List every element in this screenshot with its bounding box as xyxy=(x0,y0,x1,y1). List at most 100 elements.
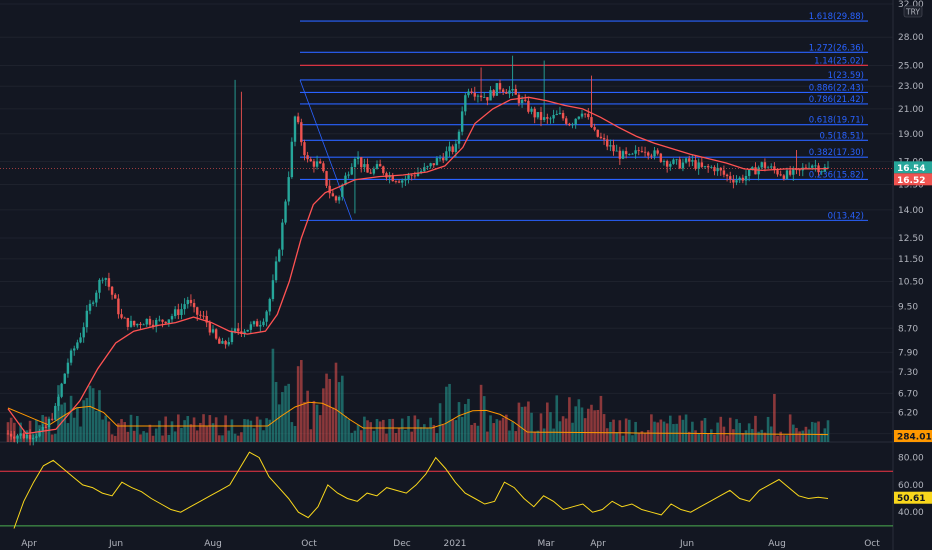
volume-bar xyxy=(568,397,571,442)
candle-body xyxy=(13,436,16,439)
volume-bar xyxy=(142,431,145,442)
volume-bar xyxy=(508,430,511,442)
price-tick-label: 21.00 xyxy=(898,105,924,115)
candle-body xyxy=(268,299,271,312)
fib-level-label: 0(13.42) xyxy=(828,211,864,221)
volume-bar xyxy=(694,430,697,442)
candle-body xyxy=(643,151,647,153)
ma-value-badge-text: 16.52 xyxy=(897,176,925,186)
candle-body xyxy=(555,113,558,115)
currency-badge[interactable]: TRY xyxy=(903,5,923,18)
volume-bar xyxy=(564,418,568,442)
volume-bar xyxy=(549,412,552,442)
candle-body xyxy=(306,155,309,160)
volume-bar xyxy=(334,362,338,442)
volume-bar xyxy=(650,414,653,442)
fib-level-label: 1.272(26.36) xyxy=(809,43,864,53)
volume-bar xyxy=(482,396,486,442)
candle-body xyxy=(32,437,35,440)
time-tick-label: Aug xyxy=(768,539,786,549)
candle-body xyxy=(85,310,89,328)
candle-body xyxy=(473,92,476,97)
fib-level-label: 0.786(21.42) xyxy=(809,95,864,105)
candle-body xyxy=(341,184,344,197)
candle-body xyxy=(457,131,461,144)
volume-bar xyxy=(404,430,407,442)
candle-body xyxy=(243,331,246,334)
candle-body xyxy=(145,318,148,325)
candle-body xyxy=(315,161,319,167)
candle-body xyxy=(192,303,196,308)
candle-body xyxy=(807,167,811,169)
volume-value-badge-text: 284.01K xyxy=(897,433,932,443)
volume-bar xyxy=(382,419,385,442)
volume-bar xyxy=(624,418,628,442)
volume-bar xyxy=(407,416,410,442)
fibonacci-retracement[interactable]: 1.618(29.88) 1.272(26.36) 1.14(25.02) 1(23.… xyxy=(299,12,868,221)
candle-body xyxy=(129,320,133,327)
volume-bar xyxy=(186,416,190,442)
candle-body xyxy=(486,97,489,101)
volume-bar xyxy=(416,419,420,442)
volume-bar xyxy=(410,431,413,442)
volume-bar xyxy=(725,435,729,442)
candle-body xyxy=(426,166,429,168)
volume-bar xyxy=(505,414,508,442)
candle-body xyxy=(44,426,48,428)
volume-bar xyxy=(132,430,136,442)
candle-body xyxy=(438,157,442,159)
volume-bar xyxy=(240,432,243,442)
candle-body xyxy=(331,193,335,197)
candle-body xyxy=(132,320,136,326)
candle-body xyxy=(88,303,92,311)
price-tick-label: 11.50 xyxy=(898,255,924,265)
volume-bar xyxy=(776,435,779,442)
rsi-line xyxy=(13,451,829,529)
volume-bar xyxy=(738,422,741,442)
volume-bar xyxy=(747,423,751,442)
candle-body xyxy=(173,309,177,317)
candle-body xyxy=(155,319,158,327)
volume-bar xyxy=(101,419,104,442)
volume-bar xyxy=(826,420,830,442)
volume-bar xyxy=(810,421,814,442)
candle-body xyxy=(54,405,57,420)
volume-bar xyxy=(214,417,218,442)
candle-body xyxy=(492,90,495,96)
candle-body xyxy=(681,162,685,169)
candle-body xyxy=(237,328,240,332)
candle-body xyxy=(735,180,738,183)
candle-body xyxy=(596,129,599,137)
volume-bar xyxy=(328,378,331,442)
time-tick-label: Jun xyxy=(108,539,123,549)
candle-body xyxy=(524,99,527,101)
volume-bar xyxy=(656,422,659,442)
candle-body xyxy=(429,163,432,167)
candle-body xyxy=(325,171,328,186)
volume-bar xyxy=(378,421,382,442)
ma-line xyxy=(7,96,829,435)
volume-bar xyxy=(662,421,666,442)
volume-bar xyxy=(464,404,467,442)
candle-body xyxy=(366,164,369,173)
time-tick-label: Mar xyxy=(538,539,555,549)
rsi-tick-label: 40.00 xyxy=(898,508,924,518)
candle-body xyxy=(684,158,688,163)
candle-body xyxy=(795,169,798,171)
candle-body xyxy=(445,151,448,161)
volume-bar xyxy=(751,428,754,442)
volume-bar xyxy=(454,420,458,442)
candle-body xyxy=(378,164,382,167)
volume-bar xyxy=(413,415,417,442)
volume-bar xyxy=(265,418,268,442)
volume-bar xyxy=(385,433,388,442)
volume-bar xyxy=(552,428,555,442)
candle-body xyxy=(66,362,70,374)
time-tick-label: Aug xyxy=(204,539,222,549)
candle-body xyxy=(312,161,316,167)
volume-bar xyxy=(98,390,101,442)
volume-bar xyxy=(539,413,543,442)
price-tick-label: 6.70 xyxy=(898,389,918,399)
volume-bar xyxy=(117,423,120,442)
